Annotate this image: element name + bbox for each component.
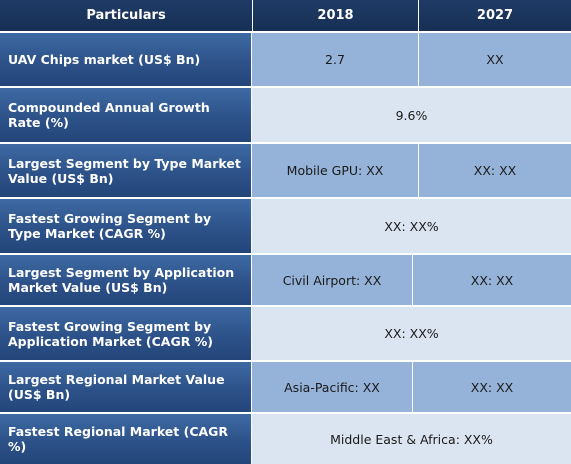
table-row: Largest Segment by Application Market Va… [0, 255, 571, 305]
table-row: Compounded Annual Growth Rate (%) 9.6% [0, 88, 571, 142]
row-value-span: 9.6% [252, 88, 571, 142]
row-value-2018: Civil Airport: XX [252, 255, 412, 305]
row-value-2018: 2.7 [252, 33, 418, 86]
table-row: Fastest Growing Segment by Type Market (… [0, 199, 571, 253]
row-label: Fastest Growing Segment by Type Market (… [0, 199, 252, 253]
header-particulars: Particulars [86, 8, 166, 23]
header-year-2027: 2027 [418, 0, 571, 31]
row-value-2027: XX: XX [412, 362, 571, 412]
row-value-2018: Asia-Pacific: XX [252, 362, 412, 412]
table-row: Fastest Regional Market (CAGR %) Middle … [0, 414, 571, 464]
table-row: UAV Chips market (US$ Bn) 2.7 XX [0, 33, 571, 86]
row-label: Fastest Growing Segment by Application M… [0, 307, 252, 360]
table-row: Fastest Growing Segment by Application M… [0, 307, 571, 360]
row-value-2027: XX: XX [418, 144, 571, 197]
row-value-span: XX: XX% [252, 307, 571, 360]
row-value-2027: XX [418, 33, 571, 86]
header-year-2018: 2018 [252, 0, 418, 31]
row-label: UAV Chips market (US$ Bn) [0, 33, 252, 86]
row-value-span: Middle East & Africa: XX% [252, 414, 571, 464]
row-value-2027: XX: XX [412, 255, 571, 305]
row-label: Compounded Annual Growth Rate (%) [0, 88, 252, 142]
row-value-span: XX: XX% [252, 199, 571, 253]
table-header: Particulars 2018 2027 [0, 0, 571, 31]
row-label: Fastest Regional Market (CAGR %) [0, 414, 252, 464]
table-row: Largest Regional Market Value (US$ Bn) A… [0, 362, 571, 412]
row-label: Largest Segment by Type Market Value (US… [0, 144, 252, 197]
table-row: Largest Segment by Type Market Value (US… [0, 144, 571, 197]
row-label: Largest Segment by Application Market Va… [0, 255, 252, 305]
row-label: Largest Regional Market Value (US$ Bn) [0, 362, 252, 412]
row-value-2018: Mobile GPU: XX [252, 144, 418, 197]
